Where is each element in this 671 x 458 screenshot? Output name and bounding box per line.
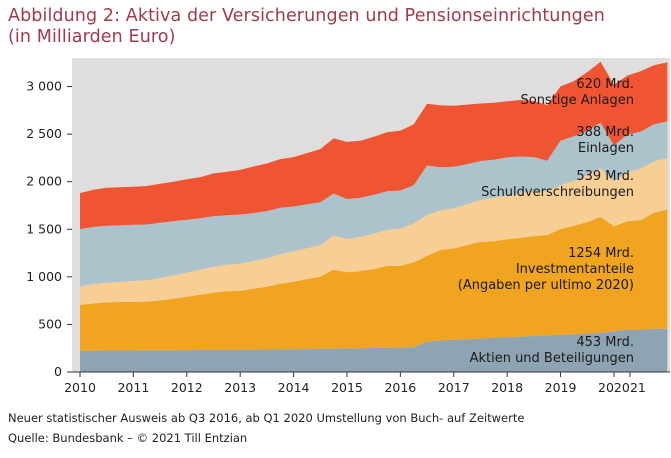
area-layers (80, 61, 668, 372)
series-label-sonstige: 620 Mrd. (576, 77, 634, 92)
series-label-aktien: 453 Mrd. (576, 335, 634, 350)
x-tick-label: 2011 (117, 380, 149, 395)
x-tick-label-extra: 21 (630, 380, 646, 395)
series-labels: 453 Mrd.Aktien und Beteiligungen 1254 Mrd… (458, 77, 634, 366)
x-tick-label: 2020 (598, 380, 630, 395)
x-tick-label: 2012 (171, 380, 203, 395)
footnote-source: Quelle: Bundesbank – © 2021 Till Entzian (8, 431, 248, 445)
series-label-schuld: 539 Mrd. (576, 169, 634, 184)
y-tick-label: 0 (54, 364, 62, 379)
title-line-1: Abbildung 2: Aktiva der Versicherungen u… (8, 6, 605, 26)
series-label-investment: 1254 Mrd. (568, 246, 634, 261)
x-tick-label: 2010 (64, 380, 96, 395)
y-tick-label: 2 000 (26, 174, 62, 189)
series-label-sonstige: Sonstige Anlagen (520, 93, 634, 108)
x-axis: 2010 2011 2012 2013 2014 2015 2016 2017 2018 2019… (64, 371, 670, 395)
x-tick-label: 2015 (331, 380, 363, 395)
title-line-2: (in Milliarden Euro) (8, 27, 176, 47)
y-tick-label: 500 (38, 316, 62, 331)
series-label-aktien: Aktien und Beteiligungen (470, 351, 634, 366)
x-tick-label: 2016 (384, 380, 416, 395)
series-label-einlagen: 388 Mrd. (576, 125, 634, 140)
series-label-schuld: Schuldverschreibungen (481, 185, 634, 200)
area-investment (80, 209, 668, 351)
y-tick-label: 3 000 (26, 79, 62, 94)
area-schuld (80, 158, 668, 305)
area-sonstige (80, 61, 668, 230)
area-aktien (80, 328, 668, 372)
y-tick-label: 1 500 (26, 221, 62, 236)
series-label-einlagen: Einlagen (578, 141, 634, 156)
chart-title: Abbildung 2: Aktiva der Versicherungen u… (8, 6, 605, 48)
y-tick-label: 2 500 (26, 126, 62, 141)
series-label-investment: (Angaben per ultimo 2020) (458, 278, 634, 293)
x-tick-label: 2014 (278, 380, 310, 395)
y-axis: 0 500 1 000 1 500 2 000 2 500 3 000 (26, 79, 72, 379)
area-einlagen (80, 121, 668, 287)
x-tick-label: 2013 (224, 380, 256, 395)
x-tick-label: 2018 (491, 380, 523, 395)
x-tick-label: 2017 (438, 380, 470, 395)
footnote-statistical-note: Neuer statistischer Ausweis ab Q3 2016, … (8, 411, 525, 425)
x-tick-label: 2019 (545, 380, 577, 395)
y-tick-label: 1 000 (26, 269, 62, 284)
series-label-investment: Investmentanteile (516, 262, 634, 277)
